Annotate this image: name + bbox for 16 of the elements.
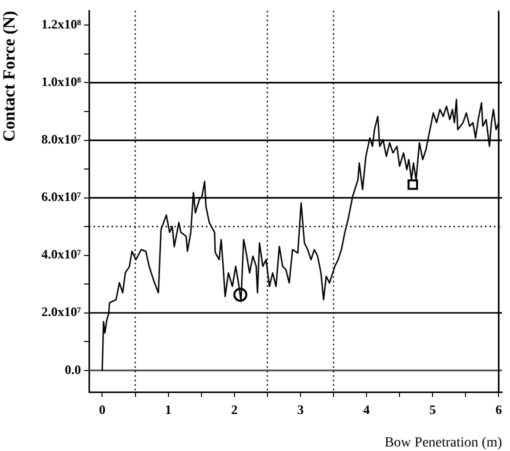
y-tick-label: 1.0x10⁸ bbox=[41, 74, 82, 90]
x-tick-label: 4 bbox=[363, 402, 370, 418]
x-tick-label: 2 bbox=[231, 402, 238, 418]
x-axis-title: Bow Penetration (m) bbox=[384, 435, 502, 450]
y-tick-label: 0.0 bbox=[64, 362, 81, 377]
y-tick-label: 4.0x10⁷ bbox=[41, 246, 82, 262]
x-tick-label: 0 bbox=[98, 402, 106, 418]
y-axis-title: Contact Force (N) bbox=[0, 10, 19, 142]
x-tick-label: 3 bbox=[297, 402, 304, 418]
x-tick-label: 6 bbox=[495, 402, 502, 418]
y-tick-label: 2.0x10⁷ bbox=[41, 304, 82, 320]
y-tick-label: 1.2x10⁸ bbox=[41, 16, 82, 32]
y-tick-label: 8.0x10⁷ bbox=[41, 132, 82, 147]
x-tick-label: 1 bbox=[165, 402, 172, 418]
x-tick-label: 5 bbox=[429, 402, 436, 418]
y-tick-label: 6.0x10⁷ bbox=[41, 189, 82, 204]
